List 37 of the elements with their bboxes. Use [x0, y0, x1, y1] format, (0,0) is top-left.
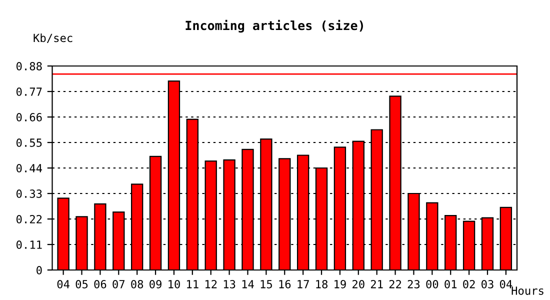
- x-tick-label: 00: [426, 280, 438, 288]
- x-tick-label: 01: [444, 280, 457, 288]
- x-tick-label: 04: [500, 280, 512, 288]
- x-tick-label: 11: [187, 280, 198, 288]
- y-tick-label: 0.44: [16, 164, 42, 172]
- y-tick-label: 0: [36, 266, 42, 274]
- x-tick-label: 14: [242, 280, 254, 288]
- y-tick-label: 0.22: [16, 215, 42, 224]
- x-tick-label: 21: [370, 280, 383, 288]
- y-tick-label: 0.77: [16, 88, 42, 96]
- y-tick-label: 0.33: [16, 190, 42, 198]
- chart-title: Incoming articles (size): [186, 20, 363, 33]
- x-tick-label: 05: [76, 280, 88, 288]
- x-axis-title: Hours: [512, 286, 544, 295]
- x-tick-label: 17: [298, 280, 309, 288]
- x-tick-label: 23: [408, 280, 420, 288]
- x-tick-label: 04: [57, 280, 70, 288]
- y-tick-label: 0.11: [16, 240, 42, 249]
- x-tick-label: 18: [316, 280, 328, 288]
- y-tick-label: 0.55: [16, 138, 42, 147]
- x-tick-label: 02: [463, 280, 475, 288]
- x-tick-label: 08: [131, 280, 144, 288]
- x-tick-label: 10: [168, 280, 180, 288]
- x-tick-label: 03: [482, 280, 494, 288]
- x-tick-label: 15: [260, 280, 272, 288]
- x-tick-label: 22: [389, 280, 402, 288]
- y-axis-title: Kb/sec: [34, 34, 72, 44]
- x-tick-label: 07: [112, 280, 124, 288]
- x-tick-label: 19: [334, 280, 346, 288]
- x-tick-label: 16: [279, 280, 291, 288]
- x-tick-label: 06: [94, 280, 106, 288]
- x-tick-label: 20: [352, 280, 364, 288]
- x-tick-label: 09: [150, 280, 162, 288]
- y-tick-label: 0.88: [16, 62, 42, 70]
- y-tick-label: 0.66: [16, 113, 42, 122]
- x-tick-label: 13: [224, 280, 236, 288]
- x-tick-label: 12: [206, 280, 217, 288]
